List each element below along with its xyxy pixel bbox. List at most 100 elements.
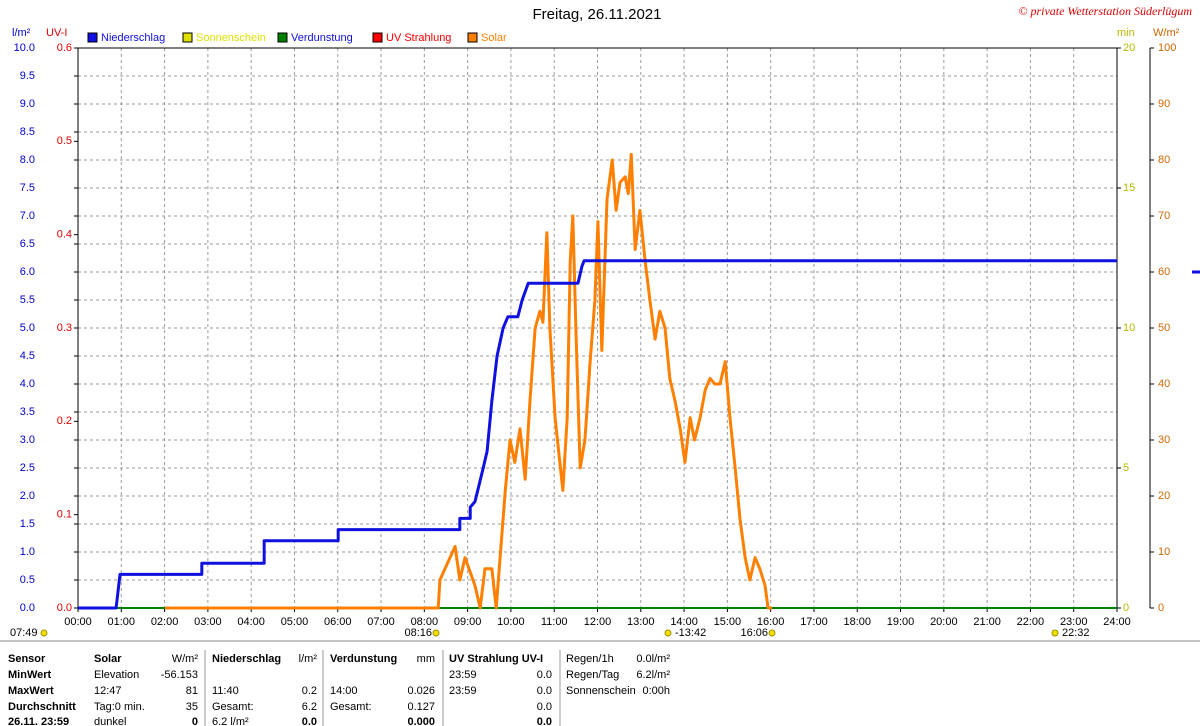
x-tick-label: 11:00 [541,616,568,628]
table-cell: 0.0 [537,701,552,713]
y-tick-label: 30 [1158,434,1170,446]
table-dividers [204,650,561,726]
legend-label: Solar [481,32,507,44]
x-tick-label: 20:00 [930,616,958,628]
table-cell: 0.0 [302,716,317,726]
y-tick-label: 2.0 [20,490,35,502]
table-cell: 0.0l/m² [636,653,670,665]
y-tick-label: 0.0 [57,602,72,614]
table-cell: Verdunstung [330,653,397,665]
y-tick-label: 20 [1123,42,1135,54]
time-annotation: 08:16 [404,627,432,639]
table-cell: Gesamt: [212,701,254,713]
table-cell: 14:00 [330,685,358,697]
table-cell: Gesamt: [330,701,372,713]
y-tick-label: 10.0 [14,42,35,54]
sun-icon [40,629,48,637]
table-cell: 23:59 [449,669,477,681]
table-cell: 6.2 l/m² [212,716,249,726]
table-cell: Regen/Tag [566,669,619,681]
x-tick-label: 14:00 [670,616,698,628]
x-tick-label: 05:00 [281,616,309,628]
y-tick-label: 10 [1158,546,1170,558]
axis-title: min [1117,27,1135,39]
y-tick-label: 0.4 [57,229,72,241]
axis-title: l/m² [12,27,31,39]
y-tick-label: 8.5 [20,126,35,138]
axis-title: UV-I [46,27,67,39]
y-tick-label: 1.0 [20,546,35,558]
series-line [165,152,772,610]
table-cell: dunkel [94,716,126,726]
x-tick-label: 00:00 [64,616,92,628]
x-tick-label: 12:00 [584,616,612,628]
y-tick-label: 0 [1158,602,1164,614]
y-tick-label: 2.5 [20,462,35,474]
table-cell: mm [417,653,435,665]
axis-title: W/m² [1153,27,1180,39]
y-tick-label: 0 [1123,602,1129,614]
x-tick-label: 09:00 [454,616,482,628]
y-tick-label: 0.2 [57,415,72,427]
table-cell: Durchschnitt [8,701,76,713]
table-cell: 0:00h [642,685,670,697]
table-cell: -56.153 [161,669,198,681]
x-tick-label: 24:00 [1103,616,1131,628]
x-tick-label: 15:00 [714,616,742,628]
sun-icon [432,629,440,637]
time-annotation: -13:42 [675,627,706,639]
table-cell: Sonnenschein [566,685,636,697]
table-cell: 0.000 [407,716,435,726]
y-tick-label: 40 [1158,378,1170,390]
y-tick-label: 3.0 [20,434,35,446]
table-cell: 0.0 [537,685,552,697]
table-cell: Regen/1h [566,653,614,665]
y-tick-label: 10 [1123,322,1135,334]
x-tick-label: 22:00 [1017,616,1045,628]
legend-label: Niederschlag [101,32,165,44]
y-tick-label: 4.5 [20,350,35,362]
y-tick-label: 3.5 [20,406,35,418]
table-cell: 0.0 [537,669,552,681]
y-tick-label: 60 [1158,266,1170,278]
x-tick-label: 02:00 [151,616,179,628]
x-tick-label: 08:00 [411,616,439,628]
table-cell: 0.0 [537,716,552,726]
y-tick-label: 0.6 [57,42,72,54]
y-tick-label: 0.3 [57,322,72,334]
legend-label: Sonnenschein [196,32,266,44]
y-tick-label: 8.0 [20,154,35,166]
y-tick-label: 20 [1158,490,1170,502]
legend-label: Verdunstung [291,32,353,44]
y-tick-label: 100 [1158,42,1176,54]
y-tick-label: 9.5 [20,70,35,82]
y-tick-label: 0.1 [57,509,72,521]
legend-swatch [372,32,383,43]
table-cell: MaxWert [8,685,54,697]
table-cell: 0.2 [302,685,317,697]
x-tick-label: 13:00 [627,616,655,628]
x-tick-label: 06:00 [324,616,352,628]
y-tick-label: 0.5 [57,135,72,147]
y-tick-label: 80 [1158,154,1170,166]
series-line [78,259,1117,610]
table-cell: 0.127 [407,701,435,713]
table-cell: 6.2l/m² [636,669,670,681]
table-cell: 11:40 [212,685,239,697]
y-tick-label: 7.5 [20,182,35,194]
x-tick-label: 19:00 [887,616,915,628]
sun-icon [664,629,672,637]
sun-icon [1051,629,1059,637]
y-tick-label: 70 [1158,210,1170,222]
y-tick-label: 9.0 [20,98,35,110]
x-tick-label: 10:00 [497,616,525,628]
table-cell: 35 [186,701,198,713]
table-cell: 6.2 [302,701,317,713]
x-tick-label: 07:00 [367,616,395,628]
legend-label: UV Strahlung [386,32,451,44]
x-tick-label: 03:00 [194,616,222,628]
y-tick-label: 5 [1123,462,1129,474]
x-tick-label: 23:00 [1060,616,1088,628]
table-cell: MinWert [8,669,52,681]
